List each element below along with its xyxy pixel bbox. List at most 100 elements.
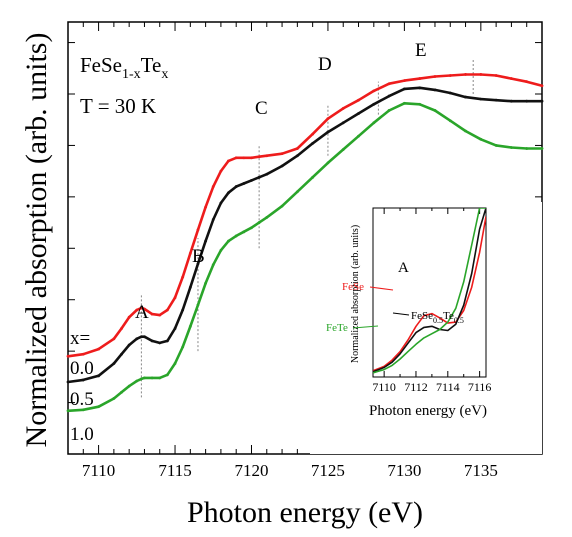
series-point-0 [250, 156, 253, 160]
series-point-0 [227, 159, 230, 163]
series-point-0 [372, 89, 376, 93]
series-point-0 [143, 307, 146, 311]
series-point-2 [525, 147, 529, 150]
inset-peak-label: A [398, 260, 409, 276]
series-point-2 [295, 190, 299, 194]
series-point-0 [257, 155, 261, 159]
series-point-1 [112, 362, 116, 365]
series-point-2 [204, 281, 208, 285]
series-point-2 [448, 119, 452, 123]
series-point-0 [234, 156, 238, 160]
series-point-2 [165, 373, 169, 377]
series-point-1 [326, 130, 330, 134]
peak-label-d: D [318, 54, 332, 75]
series-point-1 [143, 335, 146, 339]
series-point-2 [341, 148, 345, 151]
series-point-1 [525, 99, 529, 103]
series-point-0 [311, 132, 315, 136]
series-point-0 [158, 313, 162, 317]
series-point-2 [540, 147, 544, 150]
series-point-0 [135, 308, 139, 312]
series-label-1: 0.5 [70, 389, 94, 410]
series-point-2 [127, 384, 131, 388]
series-point-0 [418, 77, 422, 80]
series-point-1 [211, 218, 215, 221]
series-point-0 [525, 80, 529, 84]
peak-label-a: A [135, 302, 149, 323]
series-point-0 [387, 82, 391, 86]
series-point-0 [448, 74, 452, 77]
series-point-0 [127, 315, 131, 319]
series-point-1 [510, 99, 513, 103]
inset-mixed-label: FeSe0.5Te0.5 [411, 310, 464, 325]
peak-label-c: C [255, 98, 268, 119]
series-point-1 [479, 97, 483, 101]
series-point-2 [464, 129, 467, 133]
series-point-1 [372, 102, 376, 106]
series-point-2 [479, 137, 483, 141]
series-point-2 [81, 408, 85, 412]
series-point-2 [120, 390, 123, 394]
y-axis-title: Normalized absorption (arb. units) [20, 33, 53, 448]
series-point-2 [234, 234, 238, 238]
inset-x-tick-label: 7110 [372, 380, 396, 394]
series-point-1 [234, 185, 238, 188]
series-point-2 [372, 121, 376, 125]
series-point-2 [242, 230, 246, 234]
series-point-2 [97, 405, 100, 409]
x-tick-label: 7110 [82, 461, 115, 480]
series-point-1 [464, 95, 467, 99]
series-point-1 [165, 339, 169, 343]
series-point-1 [250, 179, 253, 182]
series-point-2 [181, 345, 185, 349]
series-point-2 [196, 303, 200, 307]
series-point-0 [402, 79, 406, 83]
series-point-1 [196, 262, 200, 266]
series-point-0 [196, 228, 200, 232]
series-point-2 [158, 376, 162, 380]
inset-x-tick-label: 7116 [468, 380, 492, 394]
inset-frame [372, 207, 487, 378]
series-point-1 [120, 352, 123, 356]
series-point-0 [150, 312, 154, 316]
series-point-0 [479, 73, 483, 76]
series-point-1 [66, 380, 70, 384]
series-point-0 [120, 327, 123, 330]
series-point-1 [494, 98, 498, 102]
series-point-0 [173, 296, 177, 300]
series-point-1 [311, 141, 315, 145]
series-point-1 [448, 91, 452, 95]
series-point-0 [540, 84, 544, 88]
series-point-1 [139, 335, 143, 339]
series-point-0 [165, 308, 169, 312]
series-point-0 [204, 205, 208, 209]
series-point-0 [97, 347, 100, 351]
series-point-2 [173, 362, 177, 365]
series-point-2 [211, 263, 215, 267]
x-tick-label: 7130 [387, 461, 421, 480]
series-point-0 [295, 147, 299, 150]
x-tick-label: 7115 [158, 461, 191, 480]
inset-fese-label: FeSe [342, 281, 364, 293]
series-point-0 [357, 98, 360, 102]
series-point-1 [387, 94, 391, 98]
series-point-1 [127, 343, 131, 347]
series-point-2 [387, 109, 391, 112]
temperature-label: T = 30 K [80, 94, 156, 118]
inset-x-tick-label: 7114 [436, 380, 460, 394]
main-ticks: 7110 7115 7120 7125 7130 7135 [67, 22, 543, 480]
series-point-2 [494, 144, 498, 147]
series-point-2 [250, 226, 253, 230]
series-point-2 [188, 325, 192, 328]
series-point-1 [242, 182, 246, 185]
series-point-2 [510, 146, 513, 149]
series-point-1 [150, 339, 154, 343]
inset-fete-arrow [352, 325, 379, 329]
series-point-0 [280, 152, 284, 156]
series-point-1 [158, 341, 162, 345]
x-tick-label: 7120 [234, 461, 268, 480]
series-label-2: 1.0 [70, 424, 94, 445]
series-point-2 [227, 239, 230, 243]
x-axis-title: Photon energy (eV) [187, 496, 423, 529]
